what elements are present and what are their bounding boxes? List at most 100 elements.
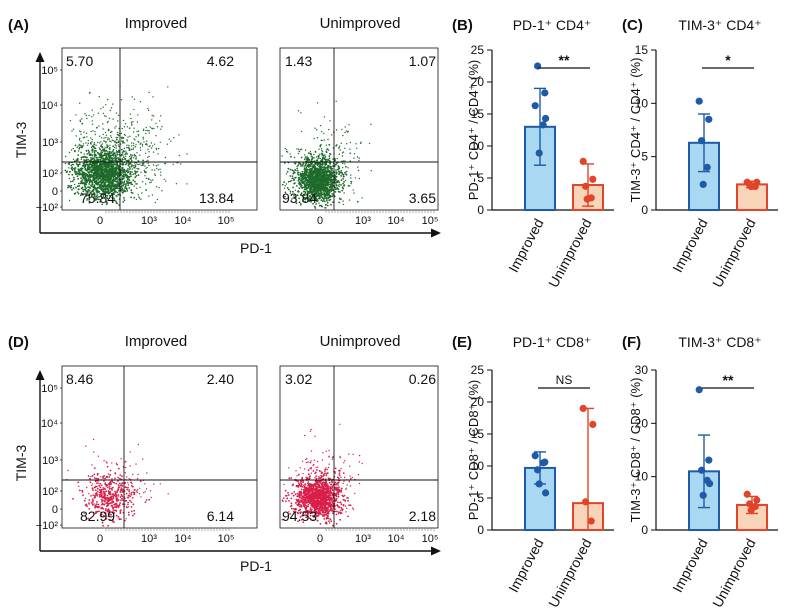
event-dot bbox=[93, 169, 95, 171]
event-dot bbox=[91, 189, 94, 192]
flow-frame-cd8-improved bbox=[61, 365, 258, 529]
event-dot bbox=[147, 130, 149, 132]
event-dot bbox=[131, 156, 133, 158]
event-dot bbox=[93, 143, 96, 146]
event-dot bbox=[102, 133, 104, 136]
event-dot bbox=[148, 145, 150, 148]
event-dot bbox=[104, 181, 107, 184]
event-dot bbox=[134, 165, 137, 168]
event-dot bbox=[140, 496, 142, 498]
event-dot bbox=[137, 194, 139, 196]
event-dot bbox=[125, 162, 128, 165]
event-dot bbox=[92, 114, 95, 116]
event-dot bbox=[116, 191, 119, 194]
event-dot bbox=[350, 174, 352, 176]
event-dot bbox=[111, 197, 113, 199]
event-dot bbox=[124, 472, 127, 474]
event-dot bbox=[101, 151, 104, 154]
event-dot bbox=[82, 193, 84, 196]
event-dot bbox=[93, 150, 96, 152]
event-dot bbox=[129, 158, 131, 160]
event-dot bbox=[153, 483, 155, 485]
event-dot bbox=[107, 490, 110, 492]
event-dot bbox=[125, 180, 128, 183]
event-dot bbox=[126, 183, 128, 185]
event-dot bbox=[157, 147, 160, 150]
event-dot bbox=[129, 155, 131, 158]
event-dot bbox=[141, 145, 144, 147]
event-dot bbox=[136, 130, 138, 133]
event-dot bbox=[96, 191, 99, 193]
event-dot bbox=[105, 505, 108, 508]
event-dot bbox=[89, 481, 92, 484]
event-dot bbox=[106, 151, 109, 153]
event-dot bbox=[87, 142, 90, 144]
event-dot bbox=[153, 143, 156, 145]
event-dot bbox=[112, 152, 115, 154]
event-dot bbox=[127, 482, 129, 484]
event-dot bbox=[335, 187, 337, 189]
event-dot bbox=[80, 133, 82, 135]
event-dot bbox=[91, 464, 93, 466]
event-dot bbox=[358, 157, 360, 159]
quadrant-upper-left-cd4-improved: 5.70 bbox=[66, 53, 93, 69]
event-dot bbox=[108, 162, 110, 164]
event-dot bbox=[108, 117, 111, 120]
event-dot bbox=[318, 510, 321, 513]
event-dot bbox=[343, 192, 345, 194]
event-dot bbox=[340, 169, 343, 172]
event-dot bbox=[329, 198, 332, 201]
event-dot bbox=[140, 171, 142, 173]
event-dot bbox=[320, 174, 322, 177]
event-dot bbox=[70, 164, 73, 167]
event-dot bbox=[132, 514, 134, 517]
event-dot bbox=[77, 159, 79, 162]
event-dot bbox=[95, 150, 97, 152]
event-dot bbox=[72, 187, 75, 190]
event-dot bbox=[100, 108, 102, 110]
event-dot bbox=[128, 159, 130, 162]
event-dot bbox=[103, 163, 105, 165]
event-dot bbox=[134, 139, 136, 141]
event-dot bbox=[114, 157, 117, 160]
event-dot bbox=[311, 182, 314, 185]
event-dot bbox=[145, 126, 147, 129]
event-dot bbox=[124, 187, 126, 189]
event-dot bbox=[130, 189, 133, 192]
event-dot bbox=[100, 157, 102, 159]
event-dot bbox=[84, 497, 87, 500]
event-dot bbox=[130, 121, 133, 124]
event-dot bbox=[331, 183, 333, 185]
event-dot bbox=[71, 180, 74, 183]
event-dot bbox=[88, 176, 91, 178]
event-dot bbox=[123, 199, 126, 202]
event-dot bbox=[83, 136, 85, 138]
event-dot bbox=[178, 154, 181, 157]
event-dot bbox=[108, 483, 111, 486]
event-dot bbox=[108, 153, 110, 156]
event-dot bbox=[318, 192, 321, 195]
event-dot bbox=[316, 159, 319, 162]
event-dot bbox=[298, 182, 301, 185]
event-dot bbox=[319, 523, 322, 525]
event-dot bbox=[132, 147, 135, 149]
event-dot bbox=[325, 204, 327, 206]
event-dot bbox=[122, 184, 125, 187]
event-dot bbox=[132, 473, 134, 476]
event-dot bbox=[97, 198, 100, 201]
event-dot bbox=[77, 165, 80, 168]
event-dot bbox=[116, 180, 119, 183]
event-dot bbox=[114, 178, 116, 180]
event-dot bbox=[129, 499, 131, 502]
event-dot bbox=[329, 187, 331, 189]
event-dot bbox=[151, 119, 153, 121]
event-dot bbox=[300, 174, 303, 177]
event-dot bbox=[302, 182, 304, 184]
event-dot bbox=[311, 180, 313, 183]
event-dot bbox=[345, 170, 348, 173]
event-dot bbox=[75, 186, 77, 189]
event-dot bbox=[98, 180, 101, 183]
event-dot bbox=[118, 518, 121, 520]
event-dot bbox=[324, 154, 326, 156]
event-dot bbox=[100, 195, 102, 198]
